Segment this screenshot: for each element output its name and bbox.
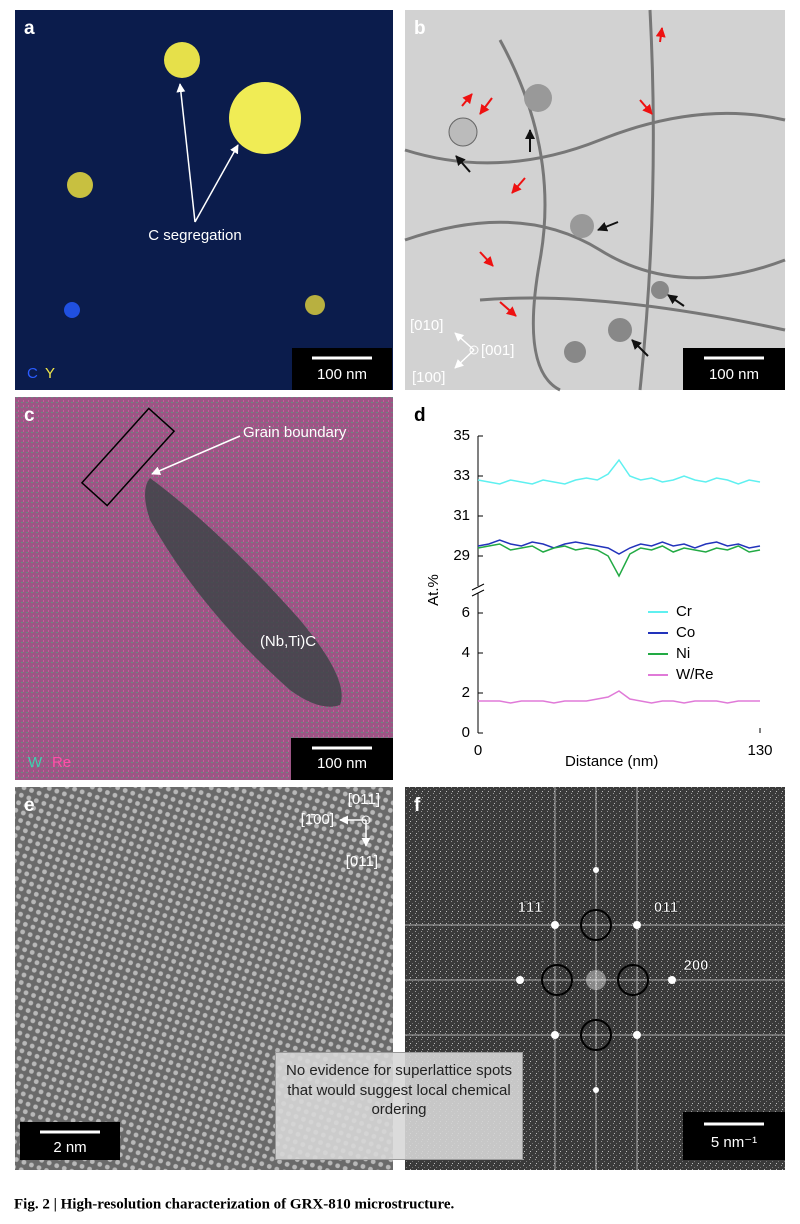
precipitate (145, 478, 342, 707)
arrow (639, 99, 653, 115)
direction-label: [1̄00] (301, 811, 334, 828)
particle (67, 172, 93, 198)
particle (164, 42, 200, 78)
scale-bar-label: 2 nm (53, 1139, 86, 1156)
y-tick-label: 31 (453, 507, 470, 524)
axis-break (471, 589, 485, 597)
annotation: (Nb,Ti)C (260, 633, 316, 650)
arrow (194, 144, 239, 223)
channel-label: Y (45, 365, 55, 382)
arrow (151, 435, 241, 475)
axis-symbol (361, 815, 371, 825)
panel-letter: d (414, 405, 426, 426)
particle (570, 214, 594, 238)
direction-label: [011] (346, 853, 378, 870)
particle (524, 84, 552, 112)
axis-symbol (469, 345, 479, 355)
arrow (655, 27, 666, 43)
series-line (477, 539, 761, 555)
note-text: No evidence for superlattice spots that … (275, 1052, 523, 1160)
direction-label: [010] (410, 317, 443, 334)
annotation: C segregation (148, 227, 241, 244)
arrow (511, 177, 526, 194)
x-tick-label: 0 (474, 742, 482, 759)
panel-a: a C segregation C Y 100 nm (15, 10, 393, 390)
series-line (478, 690, 760, 704)
particle (64, 302, 80, 318)
spots (516, 867, 676, 1093)
particle (229, 82, 301, 154)
direction-label: [011] (348, 791, 380, 808)
series-line (477, 543, 761, 578)
panel-b: b [010] [001] [100] 100 nm (404, 9, 786, 392)
scale-bar-label: 100 nm (317, 366, 367, 383)
y-tick-label: 33 (453, 467, 470, 484)
legend-label: Co (676, 624, 695, 641)
panel-d: d Distance (nm) At.% 0 2 4 6 29 31 33 35 0 130 Cr C… (414, 405, 773, 770)
micrograph (405, 10, 785, 390)
panel-letter: c (24, 405, 35, 426)
panel-letter: a (24, 18, 35, 39)
note-box: No evidence for superlattice spots that … (275, 1052, 523, 1160)
x-tick-label: 130 (747, 742, 772, 759)
channel-label: W (28, 754, 43, 771)
panel-letter: b (414, 18, 426, 39)
particle (608, 318, 632, 342)
arrow (499, 301, 517, 317)
channel-label: Re (52, 754, 71, 771)
arrow (479, 97, 493, 115)
spot-label: 011̄ (654, 899, 681, 916)
legend-label: Cr (676, 603, 692, 620)
particle (651, 281, 669, 299)
particle (564, 341, 586, 363)
streaks (405, 787, 785, 1170)
spot-label: 1̄1̄1̄ (517, 899, 545, 916)
particle (305, 295, 325, 315)
scale-bar-box (683, 348, 785, 390)
panel-letter: e (24, 795, 35, 816)
panel-letter: f (414, 795, 421, 816)
scale-bar-box (292, 348, 392, 390)
scale-bar-label: 100 nm (709, 366, 759, 383)
roi-box (80, 407, 176, 507)
panel-c: c Grain boundary (Nb,Ti)C W Re 100 nm (15, 397, 393, 780)
direction-label: [100] (412, 369, 445, 386)
arrow (631, 339, 649, 357)
scale-bar-box (291, 738, 393, 780)
arrow (597, 221, 619, 232)
channel-label: C (27, 365, 38, 382)
x-axis-label: Distance (nm) (565, 753, 658, 770)
scale-bar-label: 5 nm⁻¹ (711, 1134, 757, 1151)
superlattice-positions (541, 909, 649, 1051)
arrow (479, 251, 494, 267)
arrow (176, 83, 196, 223)
arrow (455, 155, 471, 173)
y-tick-label: 0 (462, 724, 470, 741)
scale-bar-box (683, 1112, 785, 1160)
scale-bar-label: 100 nm (317, 755, 367, 772)
spot-label: 200 (683, 957, 708, 974)
direction-label: [001] (481, 342, 514, 359)
particle (448, 117, 478, 147)
axis-break (471, 583, 485, 591)
arrow (461, 93, 473, 107)
arrow (667, 294, 685, 307)
y-tick-label: 2 (462, 684, 470, 701)
y-tick-label: 29 (453, 547, 470, 564)
legend-label: Ni (676, 645, 690, 662)
caption: Fig. 2 | High-resolution characterizatio… (14, 1196, 455, 1212)
legend-label: W/Re (676, 666, 714, 683)
y-tick-label: 6 (462, 604, 470, 621)
y-tick-label: 35 (453, 427, 470, 444)
series-line (477, 458, 761, 485)
y-tick-label: 4 (462, 644, 470, 661)
micrograph (15, 10, 393, 390)
annotation: Grain boundary (243, 424, 347, 441)
y-axis-label: At.% (425, 574, 442, 606)
grain-boundary (404, 9, 786, 392)
scale-bar-box (20, 1122, 120, 1160)
